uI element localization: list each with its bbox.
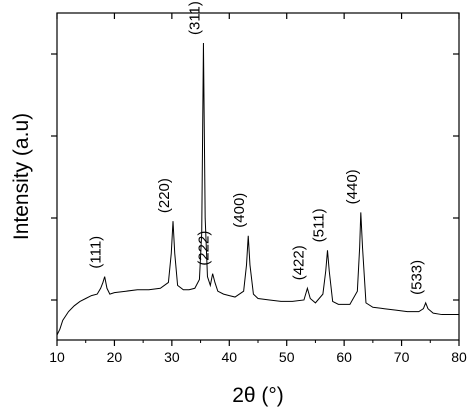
- x-tick-label: 40: [221, 349, 237, 365]
- diffraction-pattern-line: [56, 42, 459, 336]
- peak-label: (511): [310, 208, 327, 242]
- peak-label: (311): [186, 1, 203, 35]
- x-tick-label: 10: [49, 349, 65, 365]
- peak-label: (440): [344, 169, 361, 204]
- x-tick-label: 80: [451, 349, 467, 365]
- peak-label: (111): [88, 236, 105, 269]
- x-tick-label: 50: [279, 349, 295, 365]
- x-tick-label: 30: [164, 349, 180, 365]
- peak-label: (220): [156, 178, 173, 213]
- peak-label: (222): [196, 231, 213, 266]
- x-tick-label: 70: [394, 349, 410, 365]
- plot-area: [56, 12, 460, 341]
- peak-labels: (111) (220) (311) (222) (400) (422)(511) (440)…: [88, 1, 426, 295]
- x-axis-title: 2θ (°): [232, 384, 284, 407]
- x-tick-label: 60: [336, 349, 352, 365]
- x-tick-label: 20: [107, 349, 123, 365]
- y-axis-title: Intensity (a.u): [10, 113, 33, 240]
- peak-label: (400): [231, 193, 248, 228]
- plot-frame: [56, 12, 460, 341]
- x-axis-ticks: 10 20 30 40 50 60 70 80: [49, 13, 467, 365]
- y-axis-ticks: [51, 53, 459, 301]
- peak-label: (533): [409, 260, 426, 295]
- peak-label: (422): [290, 245, 307, 280]
